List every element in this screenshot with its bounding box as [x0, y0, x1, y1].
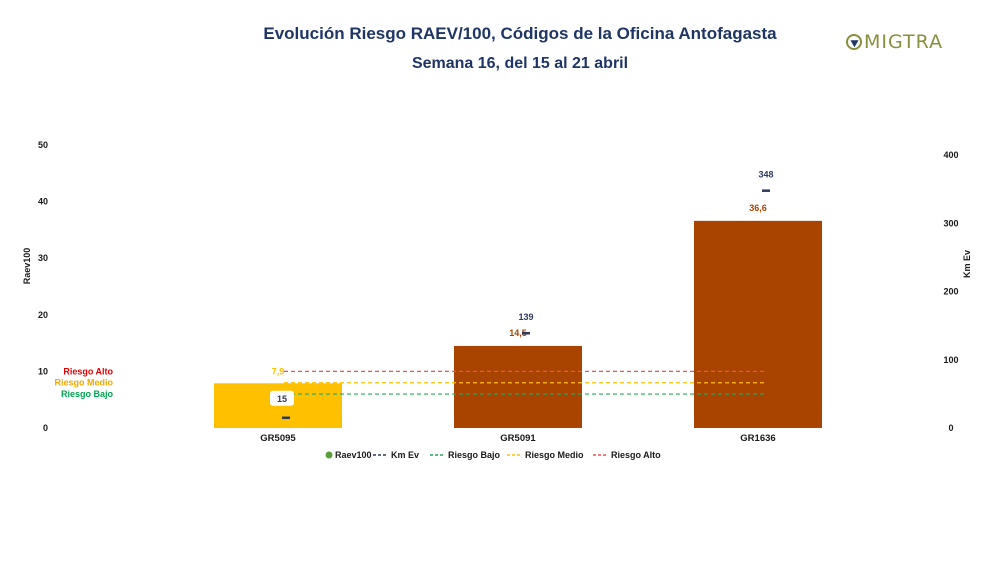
y-left-tick-label: 20 — [38, 310, 48, 320]
legend-label: Riesgo Alto — [611, 450, 661, 460]
y-right-tick-label: 0 — [948, 423, 953, 433]
y-left-tick-label: 50 — [38, 140, 48, 150]
y-left-tick-label: 30 — [38, 253, 48, 263]
x-category-label: GR1636 — [740, 433, 775, 444]
y-left-tick-label: 10 — [38, 366, 48, 376]
logo-text: MIGTRA — [864, 31, 944, 53]
legend-raev100-icon — [325, 451, 333, 459]
y-right-tick-label: 300 — [943, 218, 958, 228]
threshold-label: Riesgo Bajo — [61, 389, 114, 399]
threshold-label: Riesgo Medio — [54, 378, 113, 388]
legend-label: Km Ev — [391, 450, 419, 460]
km-ev-data-label: 348 — [758, 170, 773, 180]
chart-subtitle: Semana 16, del 15 al 21 abril — [411, 55, 629, 72]
y-left-tick-label: 40 — [38, 197, 48, 207]
km-ev-data-label: 139 — [518, 312, 533, 322]
chart-title: Evolución Riesgo RAEV/100, Códigos de la… — [263, 24, 777, 43]
bar-data-label: 36,6 — [749, 203, 767, 213]
x-category-label: GR5095 — [260, 433, 296, 444]
logo-mark-icon — [846, 34, 862, 50]
y-right-axis-title: Km Ev — [962, 250, 972, 278]
y-right-tick-label: 400 — [943, 150, 958, 160]
x-category-label: GR5091 — [500, 433, 536, 444]
y-right-tick-label: 200 — [943, 287, 958, 297]
y-right-tick-label: 100 — [943, 355, 958, 365]
bar-data-label: 7,9 — [272, 366, 285, 376]
km-ev-label-box — [270, 390, 294, 406]
threshold-label: Riesgo Alto — [63, 366, 113, 376]
y-left-tick-label: 0 — [43, 423, 48, 433]
legend-label: Riesgo Medio — [525, 450, 584, 460]
bar-data-label: 14,5 — [509, 328, 527, 338]
legend-label: Raev100 — [335, 450, 372, 460]
legend-label: Riesgo Bajo — [448, 450, 501, 460]
bar-raev100 — [454, 345, 582, 428]
bar-raev100 — [694, 220, 822, 428]
km-ev-data-label: 15 — [277, 394, 287, 404]
y-left-axis-title: Raev100 — [22, 248, 32, 285]
migtra-logo: MIGTRA — [846, 30, 943, 54]
